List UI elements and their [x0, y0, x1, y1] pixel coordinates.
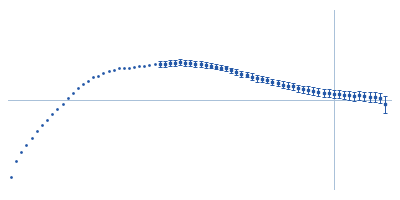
Point [279, 83, 286, 86]
Point [238, 72, 245, 75]
Point [80, 82, 86, 85]
Point [136, 64, 142, 67]
Point [131, 65, 137, 68]
Point [223, 67, 229, 70]
Point [100, 71, 106, 75]
Point [8, 175, 14, 178]
Point [213, 65, 219, 68]
Point [320, 91, 327, 94]
Point [18, 151, 25, 154]
Point [249, 75, 255, 78]
Point [326, 91, 332, 94]
Point [244, 73, 250, 76]
Point [49, 113, 55, 116]
Point [167, 62, 173, 65]
Point [295, 87, 301, 90]
Point [23, 143, 30, 147]
Point [106, 70, 112, 73]
Point [141, 64, 148, 67]
Point [300, 88, 306, 91]
Point [85, 79, 91, 83]
Point [351, 95, 358, 98]
Point [38, 124, 45, 127]
Point [305, 88, 312, 92]
Point [187, 62, 194, 65]
Point [259, 78, 266, 81]
Point [152, 62, 158, 66]
Point [254, 77, 260, 80]
Point [34, 130, 40, 133]
Point [310, 89, 316, 93]
Point [121, 67, 127, 70]
Point [346, 94, 352, 97]
Point [218, 66, 224, 69]
Point [69, 91, 76, 94]
Point [228, 69, 235, 72]
Point [172, 62, 178, 65]
Point [192, 62, 198, 66]
Point [162, 62, 168, 66]
Point [198, 62, 204, 66]
Point [336, 92, 342, 95]
Point [59, 102, 66, 105]
Point [361, 95, 368, 98]
Point [233, 70, 240, 74]
Point [13, 160, 20, 163]
Point [95, 74, 102, 77]
Point [156, 62, 163, 66]
Point [110, 69, 117, 72]
Point [274, 81, 281, 84]
Point [202, 63, 209, 66]
Point [146, 63, 152, 66]
Point [64, 97, 71, 100]
Point [366, 96, 373, 99]
Point [90, 76, 96, 79]
Point [315, 90, 322, 93]
Point [356, 94, 362, 97]
Point [208, 64, 214, 67]
Point [264, 79, 270, 82]
Point [126, 66, 132, 69]
Point [372, 96, 378, 99]
Point [382, 103, 388, 106]
Point [44, 118, 50, 121]
Point [341, 93, 347, 96]
Point [75, 87, 81, 90]
Point [177, 61, 183, 64]
Point [182, 62, 189, 65]
Point [54, 107, 60, 111]
Point [330, 92, 337, 95]
Point [115, 67, 122, 70]
Point [269, 80, 275, 84]
Point [284, 84, 291, 87]
Point [290, 85, 296, 88]
Point [29, 136, 35, 139]
Point [376, 97, 383, 100]
